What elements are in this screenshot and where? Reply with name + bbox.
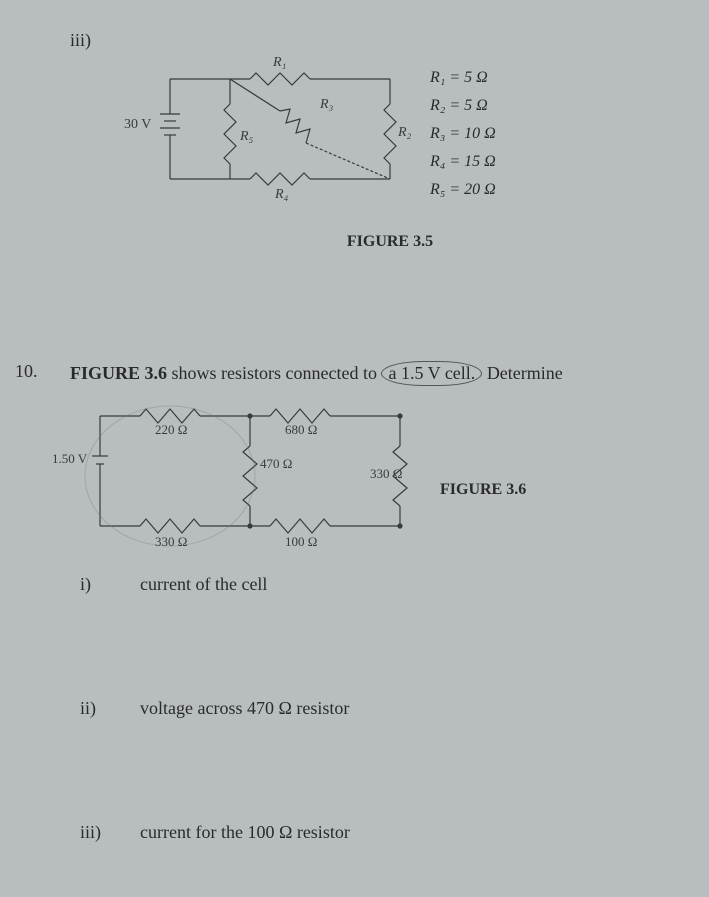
q10-statement: FIGURE 3.6 shows resistors connected to …	[70, 361, 670, 386]
fig35-val-r3: R₃ = 10 Ω	[430, 120, 496, 148]
q10-stmt-suffix: Determine	[482, 363, 562, 383]
fig35-val-r4: R₄ = 15 Ω	[430, 148, 496, 176]
q10-sub-ii-text: voltage across 470 Ω resistor	[140, 698, 349, 719]
q10-sub-i-text: current of the cell	[140, 574, 267, 595]
q10-sub-i: i) current of the cell	[70, 574, 670, 595]
fig36-r680: 680 Ω	[285, 422, 317, 438]
fig35-r3-label: R₃	[320, 97, 333, 113]
fig35-val-r2: R₂ = 5 Ω	[430, 92, 496, 120]
q10-fig-ref: FIGURE 3.6	[70, 363, 167, 383]
q10-sub-iii-text: current for the 100 Ω resistor	[140, 822, 350, 843]
q10-sub-iii: iii) current for the 100 Ω resistor	[70, 822, 670, 843]
fig35-val-r5: R₅ = 20 Ω	[430, 176, 496, 204]
fig36-r330v: 330 Ω	[370, 466, 402, 482]
q10-stmt-mid: shows resistors connected to	[167, 363, 381, 383]
fig35-r2-label: R₂	[398, 125, 411, 141]
q10-sub-ii-roman: ii)	[80, 698, 140, 719]
question-10: 10. FIGURE 3.6 shows resistors connected…	[70, 361, 670, 843]
q10-sub-iii-roman: iii)	[80, 822, 140, 843]
fig35-source-label: 30 V	[124, 117, 151, 133]
figure-3-6: 1.50 V 220 Ω 680 Ω 470 Ω 330 Ω 330 Ω 100…	[70, 396, 530, 556]
fig36-r330h: 330 Ω	[155, 534, 187, 550]
fig35-val-r1: R₁ = 5 Ω	[430, 64, 496, 92]
fig36-r100: 100 Ω	[285, 534, 317, 550]
q10-number: 10.	[15, 361, 38, 382]
fig36-r220: 220 Ω	[155, 422, 187, 438]
fig35-r5-label: R₅	[240, 129, 253, 145]
q10-sub-i-roman: i)	[80, 574, 140, 595]
q10-sub-ii: ii) voltage across 470 Ω resistor	[70, 698, 670, 719]
fig35-resistor-values: R₁ = 5 Ω R₂ = 5 Ω R₃ = 10 Ω R₄ = 15 Ω R₅…	[430, 64, 496, 204]
fig35-r4-label: R₄	[275, 187, 288, 203]
figure-3-5: 30 V R₁ R₂ R₃ R₄ R₅ R₁ = 5 Ω R₂ = 5 Ω R₃…	[130, 59, 550, 229]
fig36-source-label: 1.50 V	[52, 451, 87, 467]
fig35-caption: FIGURE 3.5	[110, 233, 670, 251]
fig36-caption: FIGURE 3.6	[440, 481, 526, 499]
fig36-r470: 470 Ω	[260, 456, 292, 472]
problem1-part-label: iii)	[70, 30, 670, 51]
q10-cell-circled: a 1.5 V cell.	[381, 361, 482, 386]
fig35-r1-label: R₁	[273, 55, 286, 71]
